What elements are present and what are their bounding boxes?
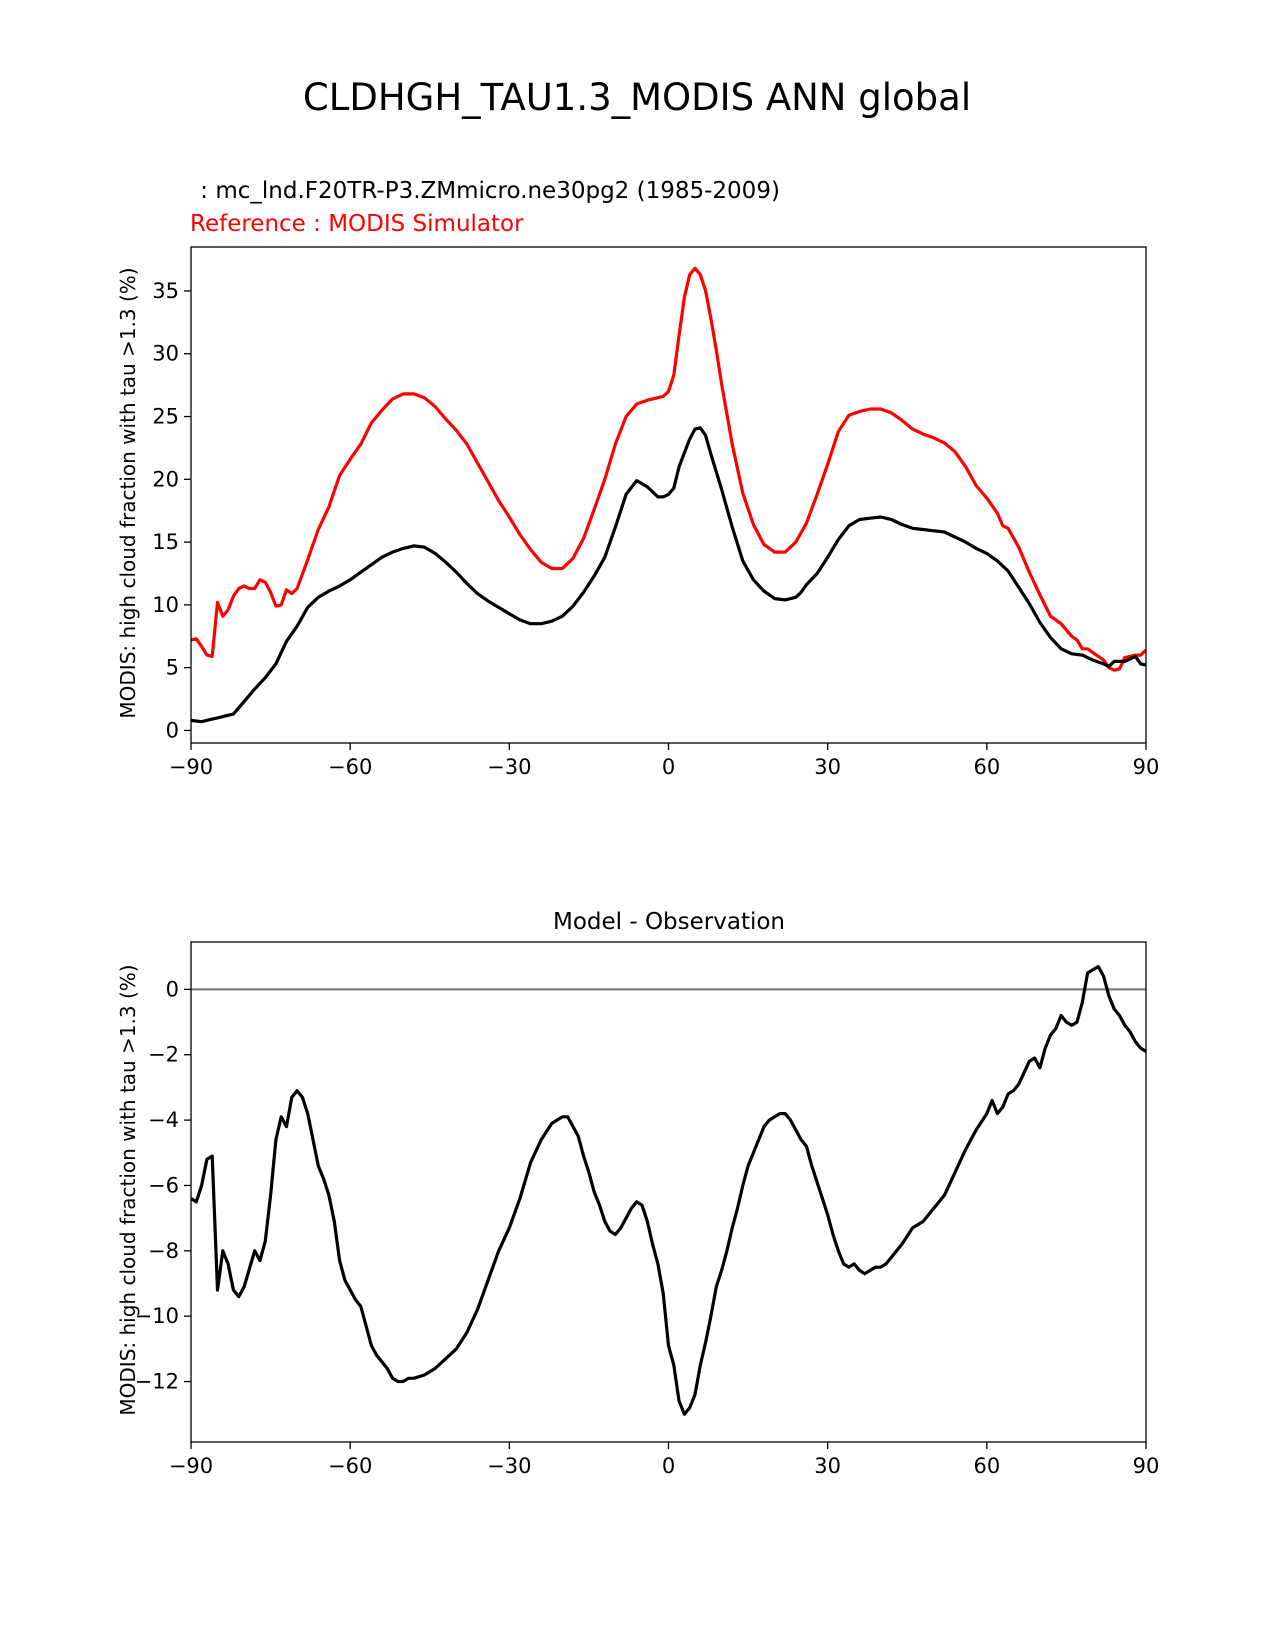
bottom-axes-frame bbox=[190, 941, 1147, 1443]
top-x-tick-label: 30 bbox=[814, 755, 841, 779]
top-y-tick-label: 20 bbox=[152, 467, 179, 491]
bottom-y-tick-label: −12 bbox=[135, 1370, 179, 1394]
bottom-series-layer bbox=[190, 964, 1147, 1416]
top-y-axis-label: MODIS: high cloud fraction with tau >1.3… bbox=[116, 267, 140, 718]
top-y-tick-label: 15 bbox=[152, 530, 179, 554]
bottom-y-tick-label: −4 bbox=[148, 1108, 179, 1132]
bottom-y-tick-label: −8 bbox=[148, 1239, 179, 1263]
bottom-y-axis-label: MODIS: high cloud fraction with tau >1.3… bbox=[116, 964, 140, 1415]
top-y-tick-label: 5 bbox=[166, 656, 179, 680]
top-panel: : mc_lnd.F20TR-P3.ZMmicro.ne30pg2 (1985-… bbox=[116, 178, 1159, 779]
bottom-y-tick-label: −6 bbox=[148, 1173, 179, 1197]
bottom-x-tick-label: 0 bbox=[662, 1454, 675, 1478]
bottom-x-tick-label: 90 bbox=[1133, 1454, 1160, 1478]
top-series-reference-line bbox=[190, 266, 1148, 672]
top-y-tick-label: 0 bbox=[166, 718, 179, 742]
top-y-tick-label: 25 bbox=[152, 405, 179, 429]
reference-label: Reference : MODIS Simulator bbox=[190, 211, 524, 237]
top-y-tick-label: 30 bbox=[152, 342, 179, 366]
bottom-panel: Model - Observation MODIS: high cloud fr… bbox=[116, 909, 1159, 1478]
bottom-y-tick-label: −10 bbox=[135, 1304, 179, 1328]
top-x-tick-label: 0 bbox=[662, 755, 675, 779]
top-x-tick-label: 90 bbox=[1133, 755, 1160, 779]
top-x-tick-label: −30 bbox=[487, 755, 531, 779]
figure-title: CLDHGH_TAU1.3_MODIS ANN global bbox=[303, 76, 971, 119]
top-x-tick-label: −90 bbox=[169, 755, 213, 779]
test-case-label: : mc_lnd.F20TR-P3.ZMmicro.ne30pg2 (1985-… bbox=[193, 178, 780, 204]
bottom-y-tick-label: 0 bbox=[166, 977, 179, 1001]
top-tick-layer: −90 −60 −30 0 30 60 90 0 5 10 15 20 25 30 35 bbox=[152, 279, 1159, 779]
top-x-tick-label: 60 bbox=[973, 755, 1000, 779]
bottom-x-tick-label: −90 bbox=[169, 1454, 213, 1478]
bottom-panel-title: Model - Observation bbox=[553, 909, 785, 935]
bottom-x-tick-label: −60 bbox=[328, 1454, 372, 1478]
top-y-tick-label: 10 bbox=[152, 593, 179, 617]
top-axes-frame bbox=[190, 246, 1147, 744]
bottom-y-tick-label: −2 bbox=[148, 1043, 179, 1067]
top-series-layer bbox=[190, 266, 1148, 724]
bottom-series-difference-line bbox=[190, 964, 1147, 1416]
top-y-tick-label: 35 bbox=[152, 279, 179, 303]
top-x-tick-label: −60 bbox=[328, 755, 372, 779]
bottom-x-tick-label: 60 bbox=[973, 1454, 1000, 1478]
bottom-tick-layer: −90 −60 −30 0 30 60 90 0 −2 −4 −6 −8 −10 −12 bbox=[135, 977, 1160, 1478]
bottom-x-tick-label: −30 bbox=[487, 1454, 531, 1478]
bottom-x-tick-label: 30 bbox=[814, 1454, 841, 1478]
top-series-test-line bbox=[190, 426, 1147, 724]
